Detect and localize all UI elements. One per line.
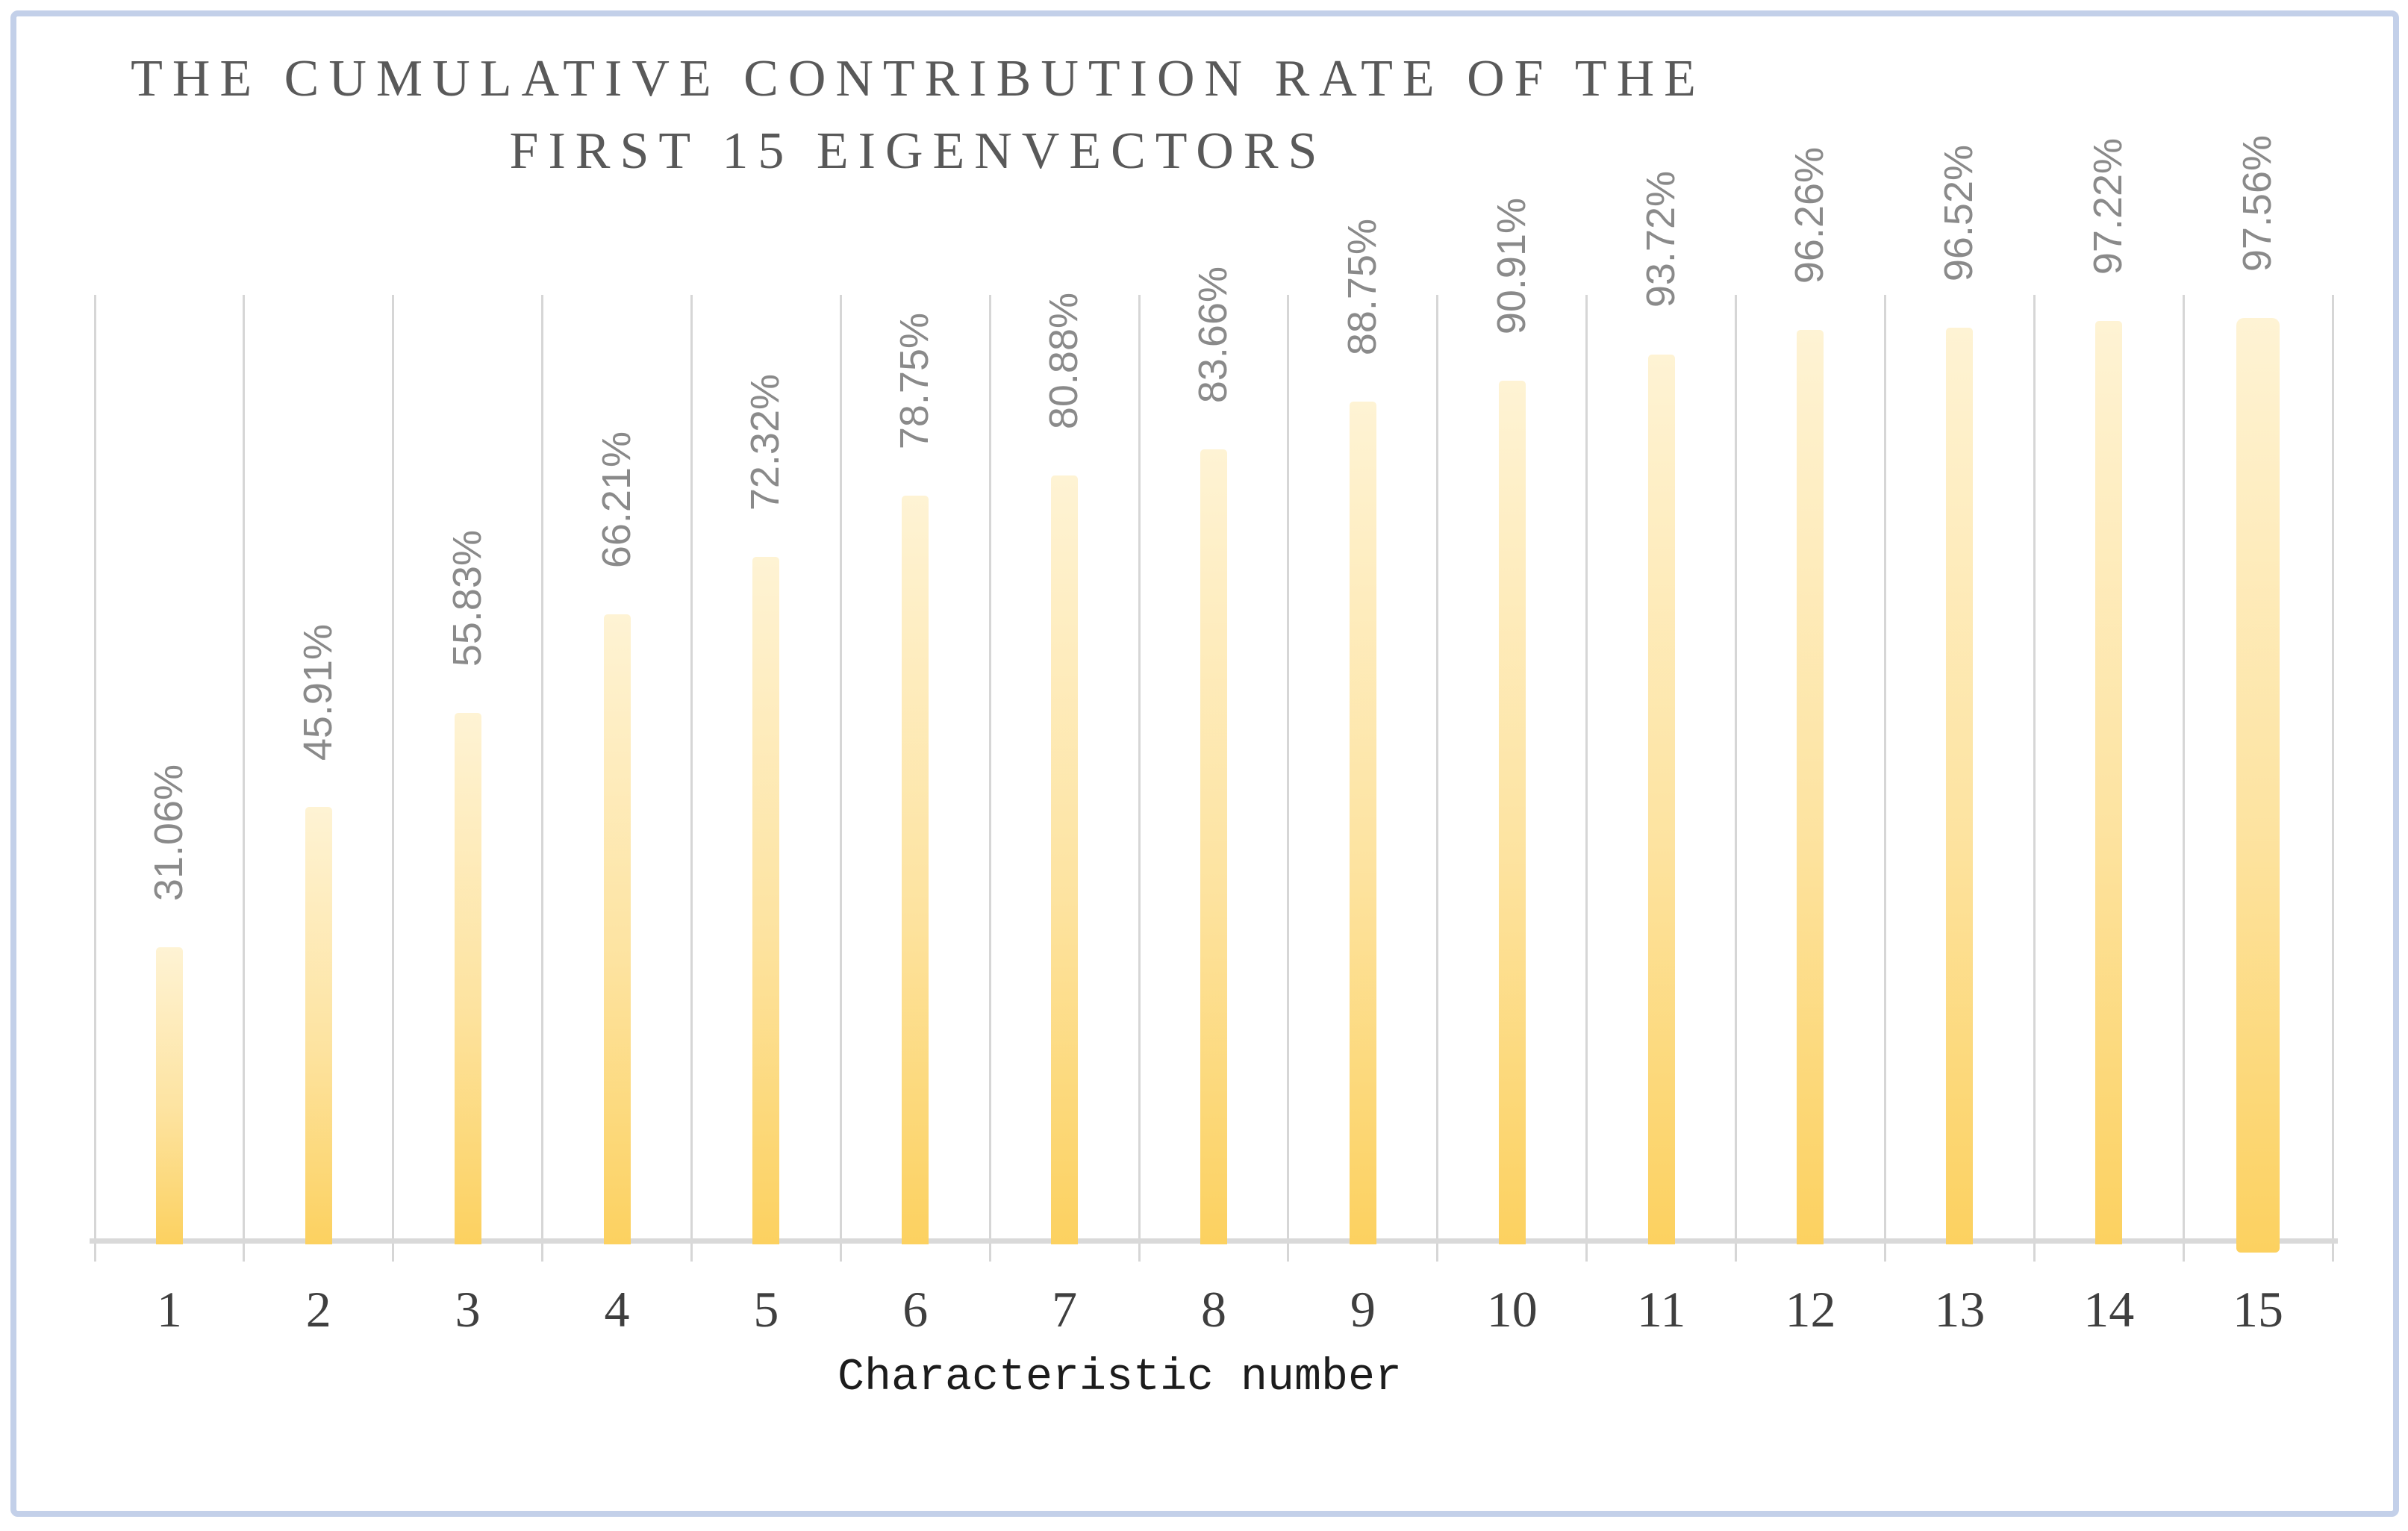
chart-title: THE CUMULATIVE CONTRIBUTION RATE OF THE … <box>22 43 1814 187</box>
bar-value-label: 96.52% <box>1936 144 1982 282</box>
bar-value-label: 78.75% <box>892 313 938 450</box>
axis-tick <box>1287 1244 1290 1262</box>
x-axis-title: Characteristic number <box>837 1353 1403 1403</box>
vertical-gridline <box>1287 295 1290 1241</box>
bar-value-label: 66.21% <box>593 431 639 569</box>
bar <box>454 713 481 1244</box>
x-tick-label: 1 <box>156 1281 182 1338</box>
bar-value-label: 80.88% <box>1041 293 1087 430</box>
axis-tick <box>690 1244 693 1262</box>
vertical-gridline <box>541 295 544 1241</box>
x-tick-label: 5 <box>753 1281 779 1338</box>
bar <box>1797 330 1824 1244</box>
x-tick-label: 8 <box>1200 1281 1226 1338</box>
vertical-gridline <box>392 295 395 1241</box>
x-tick-label: 6 <box>902 1281 929 1338</box>
bar-value-label: 88.75% <box>1339 218 1385 355</box>
axis-tick <box>243 1244 246 1262</box>
chart-title-line-1: THE CUMULATIVE CONTRIBUTION RATE OF THE <box>131 50 1706 107</box>
x-tick-label: 2 <box>305 1281 331 1338</box>
bar <box>1349 401 1376 1244</box>
bar <box>603 614 631 1244</box>
bar <box>305 806 332 1244</box>
bar-value-label: 55.83% <box>444 529 490 667</box>
bar-value-label: 96.26% <box>1787 147 1832 284</box>
vertical-gridline <box>243 295 246 1241</box>
bar <box>1498 381 1526 1244</box>
x-tick-label: 7 <box>1052 1281 1078 1338</box>
x-tick-label: 10 <box>1486 1281 1538 1338</box>
vertical-gridline <box>1138 295 1141 1241</box>
bar-value-label: 45.91% <box>295 623 340 761</box>
vertical-gridline <box>2331 295 2334 1241</box>
x-tick-label: 9 <box>1350 1281 1376 1338</box>
vertical-gridline <box>1883 295 1886 1241</box>
bar-value-label: 97.22% <box>2086 138 2131 275</box>
axis-tick <box>541 1244 544 1262</box>
axis-tick <box>839 1244 842 1262</box>
bar <box>1647 354 1675 1244</box>
bar <box>752 556 780 1244</box>
axis-tick <box>988 1244 991 1262</box>
bar <box>902 496 929 1244</box>
x-tick-label: 15 <box>2233 1281 2284 1338</box>
vertical-gridline <box>93 295 96 1241</box>
bar-value-label: 93.72% <box>1638 171 1683 308</box>
bar <box>1200 449 1227 1244</box>
vertical-gridline <box>690 295 693 1241</box>
x-tick-label: 4 <box>604 1281 630 1338</box>
axis-tick <box>2182 1244 2185 1262</box>
chart-title-line-2: FIRST 15 EIGENVECTORS <box>509 122 1327 180</box>
vertical-gridline <box>988 295 991 1241</box>
axis-tick <box>1883 1244 1886 1262</box>
vertical-gridline <box>2182 295 2185 1241</box>
vertical-gridline <box>1735 295 1738 1241</box>
bar-value-label: 90.91% <box>1488 198 1534 335</box>
x-tick-label: 13 <box>1934 1281 1986 1338</box>
vertical-gridline <box>1585 295 1588 1241</box>
axis-tick <box>1138 1244 1141 1262</box>
bar-value-label: 31.06% <box>146 764 191 902</box>
bar <box>1051 475 1079 1244</box>
vertical-gridline <box>1436 295 1439 1241</box>
axis-tick <box>392 1244 395 1262</box>
axis-tick <box>1436 1244 1439 1262</box>
axis-tick <box>93 1244 96 1262</box>
x-tick-label: 3 <box>455 1281 481 1338</box>
axis-tick <box>2331 1244 2334 1262</box>
axis-tick <box>1585 1244 1588 1262</box>
x-tick-label: 14 <box>2083 1281 2135 1338</box>
vertical-gridline <box>839 295 842 1241</box>
bar <box>2236 317 2280 1253</box>
bar-value-label: 72.32% <box>743 373 788 511</box>
axis-tick <box>1735 1244 1738 1262</box>
bar <box>1946 328 1974 1244</box>
x-tick-label: 12 <box>1785 1281 1836 1338</box>
x-tick-label: 11 <box>1636 1281 1686 1338</box>
bar-value-label: 97.56% <box>2235 134 2280 272</box>
bar <box>2095 321 2123 1244</box>
bar <box>155 947 183 1244</box>
bar-value-label: 83.66% <box>1191 266 1235 404</box>
vertical-gridline <box>2033 295 2036 1241</box>
axis-tick <box>2033 1244 2036 1262</box>
